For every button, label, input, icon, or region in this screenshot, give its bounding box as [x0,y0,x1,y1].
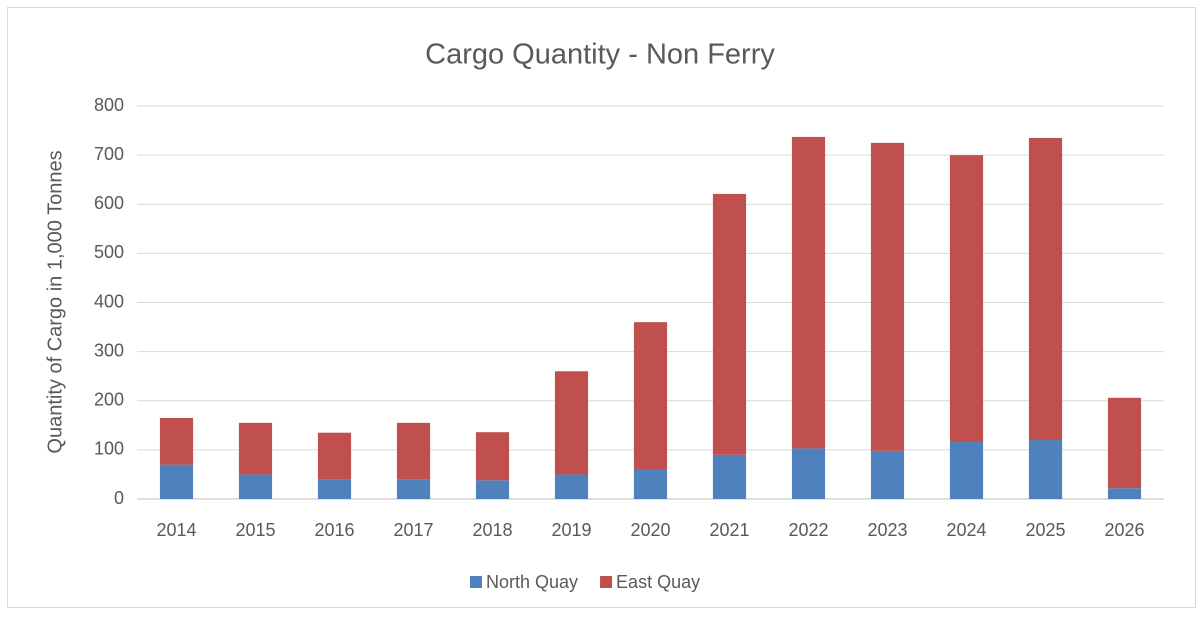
legend-label: North Quay [486,572,578,592]
y-tick-label: 200 [94,390,124,410]
chart-border [7,7,1196,608]
bar-segment [712,193,747,455]
bar-segment [1107,397,1142,489]
bar-segment [238,422,273,475]
x-tick-label: 2025 [1025,520,1065,540]
y-tick-label: 500 [94,242,124,262]
x-tick-label: 2020 [630,520,670,540]
bar-segment [1028,137,1063,441]
bar-segment [159,417,194,465]
bar-segment [317,432,352,480]
bar-segment [870,142,905,451]
bar-segment [238,474,273,499]
bar-segment [475,432,510,481]
bar-segment [396,479,431,499]
x-tick-label: 2024 [946,520,986,540]
bar-segment [475,480,510,499]
bar-segment [317,479,352,499]
bar-segment [554,474,589,499]
x-tick-label: 2015 [235,520,275,540]
bar-segment [396,422,431,480]
bar-segment [159,464,194,499]
x-tick-label: 2023 [867,520,907,540]
y-tick-label: 300 [94,340,124,360]
y-tick-label: 800 [94,95,124,115]
bar-segment [633,322,668,470]
y-tick-label: 0 [114,488,124,508]
x-tick-label: 2014 [156,520,196,540]
y-tick-label: 400 [94,291,124,311]
y-tick-label: 700 [94,144,124,164]
x-tick-label: 2018 [472,520,512,540]
bar-segment [1028,440,1063,499]
bar-segment [712,454,747,499]
bar-segment [791,136,826,449]
bar-segment [633,469,668,499]
legend-label: East Quay [616,572,700,592]
legend-swatch [600,576,613,588]
x-tick-label: 2021 [709,520,749,540]
x-tick-label: 2022 [788,520,828,540]
x-tick-label: 2026 [1104,520,1144,540]
y-tick-label: 100 [94,439,124,459]
y-axis-label: Quantity of Cargo in 1,000 Tonnes [44,150,66,453]
chart-title: Cargo Quantity - Non Ferry [425,39,775,71]
x-tick-label: 2017 [393,520,433,540]
legend-swatch [470,576,482,588]
x-tick-label: 2016 [314,520,354,540]
bar-segment [870,450,905,499]
bar-segment [554,371,589,475]
bar-segment [1107,488,1142,499]
x-tick-label: 2019 [551,520,591,540]
bar-segment [949,155,984,443]
y-tick-label: 600 [94,193,124,213]
bar-segment [949,442,984,499]
bar-segment [791,448,826,499]
